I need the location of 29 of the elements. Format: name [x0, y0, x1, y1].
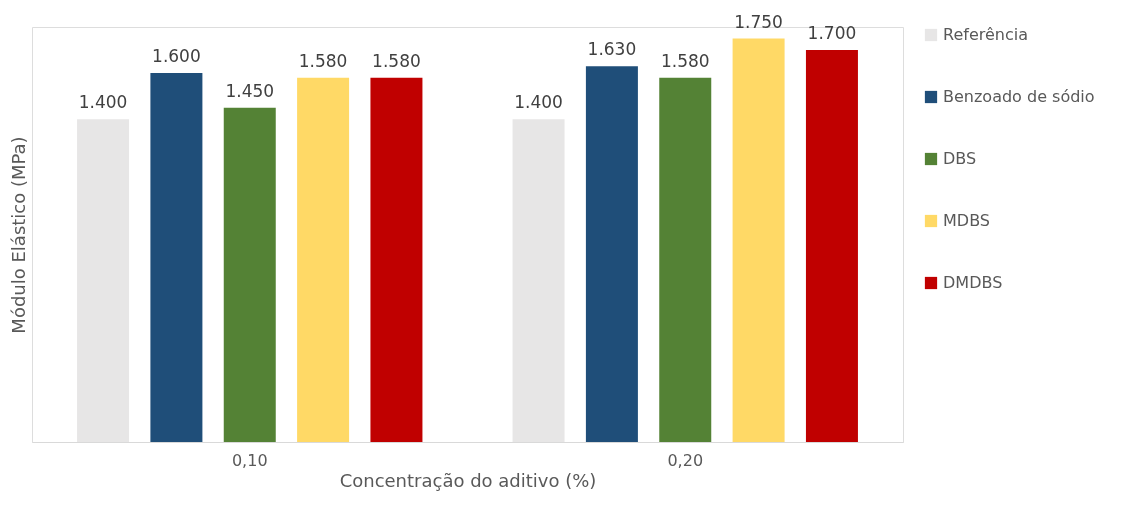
legend-label: DMDBS	[943, 273, 1003, 292]
data-label: 1.600	[152, 46, 201, 67]
bar	[150, 73, 203, 442]
y-axis-title: Módulo Elástico (MPa)	[7, 136, 29, 334]
legend-label: Referência	[943, 25, 1028, 44]
x-axis-title: Concentração do aditivo (%)	[339, 469, 597, 491]
x-tick-label: 0,10	[231, 450, 268, 470]
bar	[223, 107, 276, 442]
data-label: 1.580	[660, 50, 710, 71]
data-label: 1.400	[78, 92, 128, 113]
legend-label: MDBS	[943, 211, 990, 230]
bar	[512, 119, 565, 442]
bar	[659, 77, 712, 442]
bar	[77, 119, 130, 442]
data-label: 1.400	[514, 92, 563, 113]
data-label: 1.750	[734, 11, 783, 32]
legend-label: Benzoado de sódio	[943, 87, 1095, 106]
bar	[370, 77, 423, 442]
data-label: 1.450	[225, 80, 275, 101]
bar	[585, 66, 638, 442]
x-tick-label: 0,20	[667, 450, 704, 470]
bar	[732, 38, 785, 442]
data-label: 1.580	[372, 50, 421, 71]
bar	[805, 50, 858, 442]
data-label: 1.700	[807, 23, 857, 44]
legend-label: DBS	[943, 149, 977, 168]
data-label: 1.580	[298, 50, 348, 71]
bar	[297, 77, 350, 442]
data-label: 1.630	[587, 39, 637, 60]
